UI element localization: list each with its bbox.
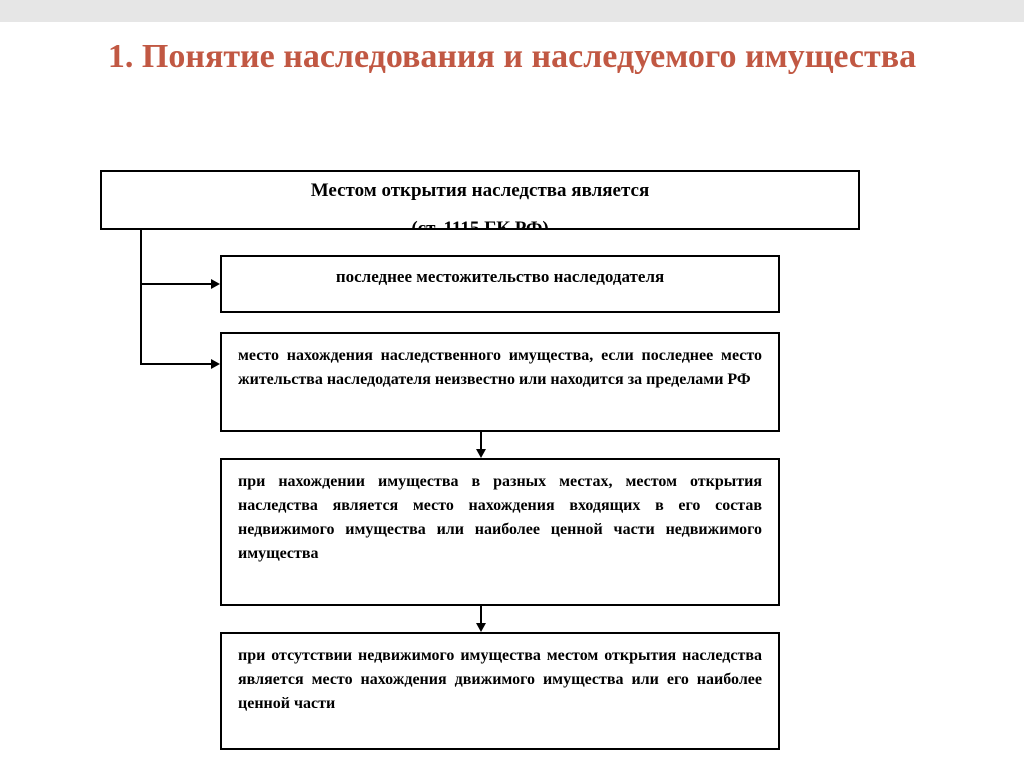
page-title: 1. Понятие наследования и наследуемого и… <box>0 22 1024 82</box>
arrow-branch1 <box>211 279 220 289</box>
conn-v34 <box>480 606 482 623</box>
conn-trunk <box>140 230 142 365</box>
box-b3: при нахождении имущества в разных местах… <box>220 458 780 606</box>
arrow-v34 <box>476 623 486 632</box>
box-b4-text: при отсутствии недвижимого имущества мес… <box>238 647 762 712</box>
arrow-v23 <box>476 449 486 458</box>
box-b1-text: последнее местожительство наследодателя <box>336 267 664 286</box>
heading-text: 1. Понятие наследования и наследуемого и… <box>108 38 916 75</box>
top-band <box>0 0 1024 22</box>
conn-branch2 <box>140 363 211 365</box>
box-b4: при отсутствии недвижимого имущества мес… <box>220 632 780 750</box>
arrow-branch2 <box>211 359 220 369</box>
box-b2: место нахождения наследственного имущест… <box>220 332 780 432</box>
box-b2-text: место нахождения наследственного имущест… <box>238 347 762 388</box>
conn-v23 <box>480 432 482 449</box>
box-b3-text: при нахождении имущества в разных местах… <box>238 473 762 562</box>
spacer <box>114 202 846 218</box>
box-main-line1: Местом открытия наследства является <box>114 180 846 202</box>
conn-branch1 <box>140 283 211 285</box>
box-main-line2: (ст. 1115 ГК РФ) <box>114 218 846 230</box>
box-b1: последнее местожительство наследодателя <box>220 255 780 313</box>
box-main: Местом открытия наследства является (ст.… <box>100 170 860 230</box>
